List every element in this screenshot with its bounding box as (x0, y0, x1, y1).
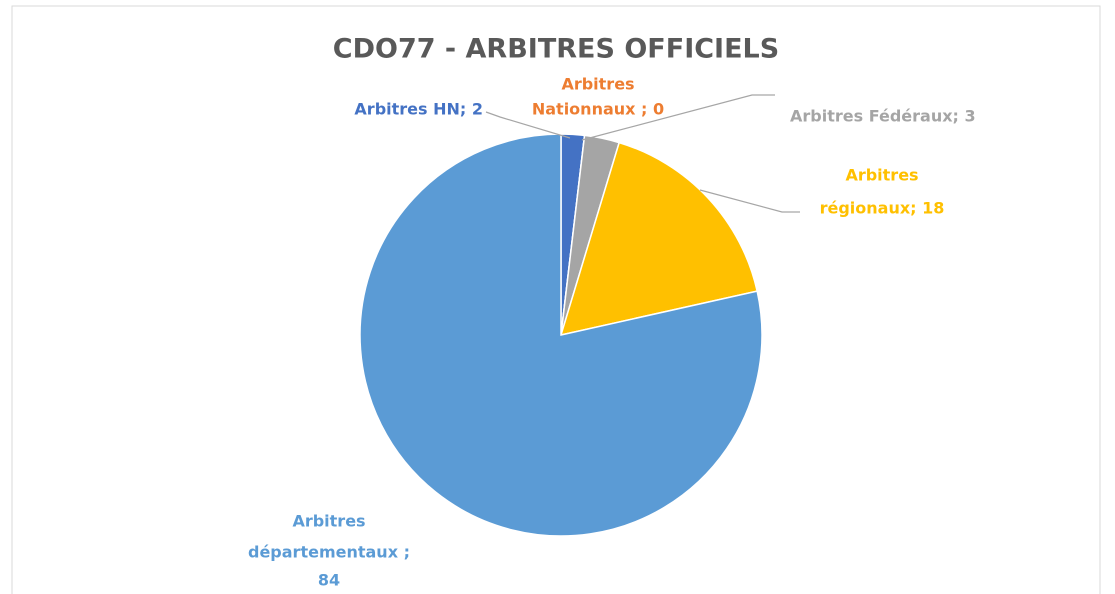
data-label: Arbitres (561, 75, 634, 94)
pie-slice (359, 133, 763, 537)
leader-line (699, 189, 800, 213)
data-label: régionaux; 18 (820, 199, 945, 218)
data-label: 84 (318, 571, 340, 590)
pie-slice (559, 141, 759, 337)
chart-title: CDO77 - ARBITRES OFFICIELS (333, 34, 779, 65)
leader-line (581, 94, 775, 141)
data-label: Arbitres Fédéraux; 3 (790, 107, 976, 126)
data-label: départementaux ; (248, 543, 410, 562)
chart-frame (11, 5, 1101, 594)
data-label: Nationnaux ; 0 (532, 100, 664, 119)
data-label: Arbitres (845, 166, 918, 185)
data-label: Arbitres (292, 512, 365, 531)
leader-line (485, 111, 571, 139)
data-label: Arbitres HN; 2 (354, 100, 483, 119)
